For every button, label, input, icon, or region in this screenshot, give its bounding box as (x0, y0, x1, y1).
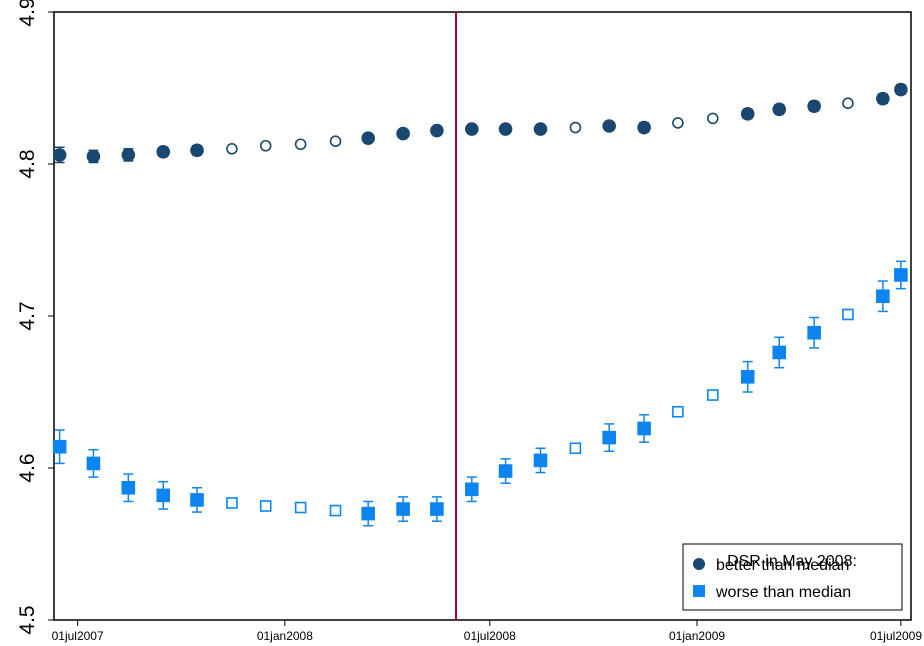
x-tick-label: 01jan2009 (669, 629, 725, 643)
data-point (498, 464, 513, 478)
data-point (842, 97, 854, 109)
data-point (637, 120, 651, 135)
x-tick-label: 01jan2008 (257, 629, 313, 643)
data-point (498, 122, 513, 136)
data-point (894, 268, 908, 282)
data-point (86, 149, 101, 164)
y-tick-label: 4.8 (16, 149, 39, 178)
data-point (396, 126, 410, 141)
data-point (226, 497, 238, 509)
data-point (156, 488, 171, 503)
data-point (329, 504, 342, 517)
data-point (465, 482, 479, 497)
legend: DSR in May 2008: better than median wors… (682, 543, 903, 611)
data-point (876, 289, 890, 304)
y-tick-label: 4.6 (16, 453, 39, 482)
data-point (672, 405, 684, 418)
data-point (190, 493, 204, 507)
data-point (294, 138, 307, 151)
series-worse-than-median (52, 260, 908, 527)
data-point (772, 345, 787, 360)
data-point (672, 117, 684, 129)
data-point (52, 439, 67, 454)
data-point (294, 501, 307, 514)
data-point (706, 389, 719, 401)
data-point (533, 122, 548, 136)
x-tick-label: 01jul2007 (52, 629, 104, 643)
data-point (86, 456, 101, 471)
data-point (772, 102, 787, 117)
data-point (569, 121, 582, 134)
data-point (121, 480, 136, 495)
data-point (602, 430, 616, 445)
data-point (52, 148, 67, 162)
data-point (190, 143, 204, 158)
data-point (740, 369, 755, 384)
data-point (807, 99, 821, 114)
data-point (361, 131, 375, 145)
data-point (842, 308, 854, 321)
plot-frame (53, 11, 912, 621)
legend-box (682, 543, 903, 611)
y-tick-label: 4.9 (16, 0, 39, 27)
data-point (329, 135, 342, 147)
x-tick-label: 01jul2008 (464, 629, 516, 643)
data-point (740, 107, 755, 121)
y-tick-label: 4.7 (16, 301, 39, 330)
data-point (602, 119, 616, 133)
data-point (465, 122, 479, 136)
data-point (876, 91, 890, 106)
axes-layer: 4.5 4.6 4.7 4.8 4.9 01jul2007 01jan2008 01jul20… (16, 0, 922, 643)
data-point (430, 502, 444, 516)
legend-marker-worse (693, 585, 705, 597)
data-point (226, 143, 238, 155)
y-tick-label: 4.5 (16, 605, 39, 634)
data-point (533, 453, 548, 468)
data-point (807, 325, 821, 340)
data-point (259, 139, 272, 152)
legend-label-worse: worse than median (715, 584, 851, 601)
data-point (396, 502, 410, 516)
data-point (259, 500, 272, 512)
series-better-than-median (52, 82, 908, 164)
legend-title: DSR in May 2008: (727, 553, 857, 570)
data-point (156, 145, 171, 159)
legend-label-better: better than median (716, 557, 849, 574)
data-point (637, 421, 651, 436)
x-tick-label: 01jul2009 (870, 629, 922, 643)
series-layer (52, 82, 908, 527)
legend-marker-better (693, 558, 705, 570)
data-point (569, 442, 582, 455)
data-point (894, 82, 908, 97)
data-point (121, 148, 136, 162)
data-point (430, 123, 444, 138)
data-point (361, 506, 375, 521)
data-point (706, 112, 719, 125)
